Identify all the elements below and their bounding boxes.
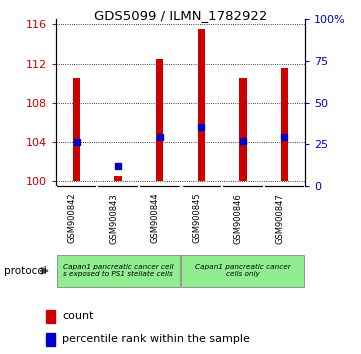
Bar xyxy=(156,59,164,181)
Bar xyxy=(114,176,122,181)
Text: percentile rank within the sample: percentile rank within the sample xyxy=(62,334,250,344)
Text: GSM900847: GSM900847 xyxy=(275,193,284,244)
Text: GDS5099 / ILMN_1782922: GDS5099 / ILMN_1782922 xyxy=(94,9,267,22)
Bar xyxy=(73,78,81,181)
FancyBboxPatch shape xyxy=(57,255,180,287)
Bar xyxy=(46,333,55,346)
Text: protocol: protocol xyxy=(4,266,46,276)
Bar xyxy=(197,29,205,181)
Text: count: count xyxy=(62,312,93,321)
Text: Capan1 pancreatic cancer cell
s exposed to PS1 stellate cells: Capan1 pancreatic cancer cell s exposed … xyxy=(63,263,174,277)
Text: GSM900844: GSM900844 xyxy=(151,193,160,244)
Bar xyxy=(46,310,55,323)
Text: Capan1 pancreatic cancer
cells only: Capan1 pancreatic cancer cells only xyxy=(195,263,291,277)
Bar xyxy=(280,68,288,181)
Text: GSM900845: GSM900845 xyxy=(192,193,201,244)
Text: GSM900842: GSM900842 xyxy=(68,193,77,244)
Bar xyxy=(239,78,247,181)
Text: GSM900843: GSM900843 xyxy=(109,193,118,244)
FancyBboxPatch shape xyxy=(181,255,304,287)
Text: GSM900846: GSM900846 xyxy=(234,193,243,244)
